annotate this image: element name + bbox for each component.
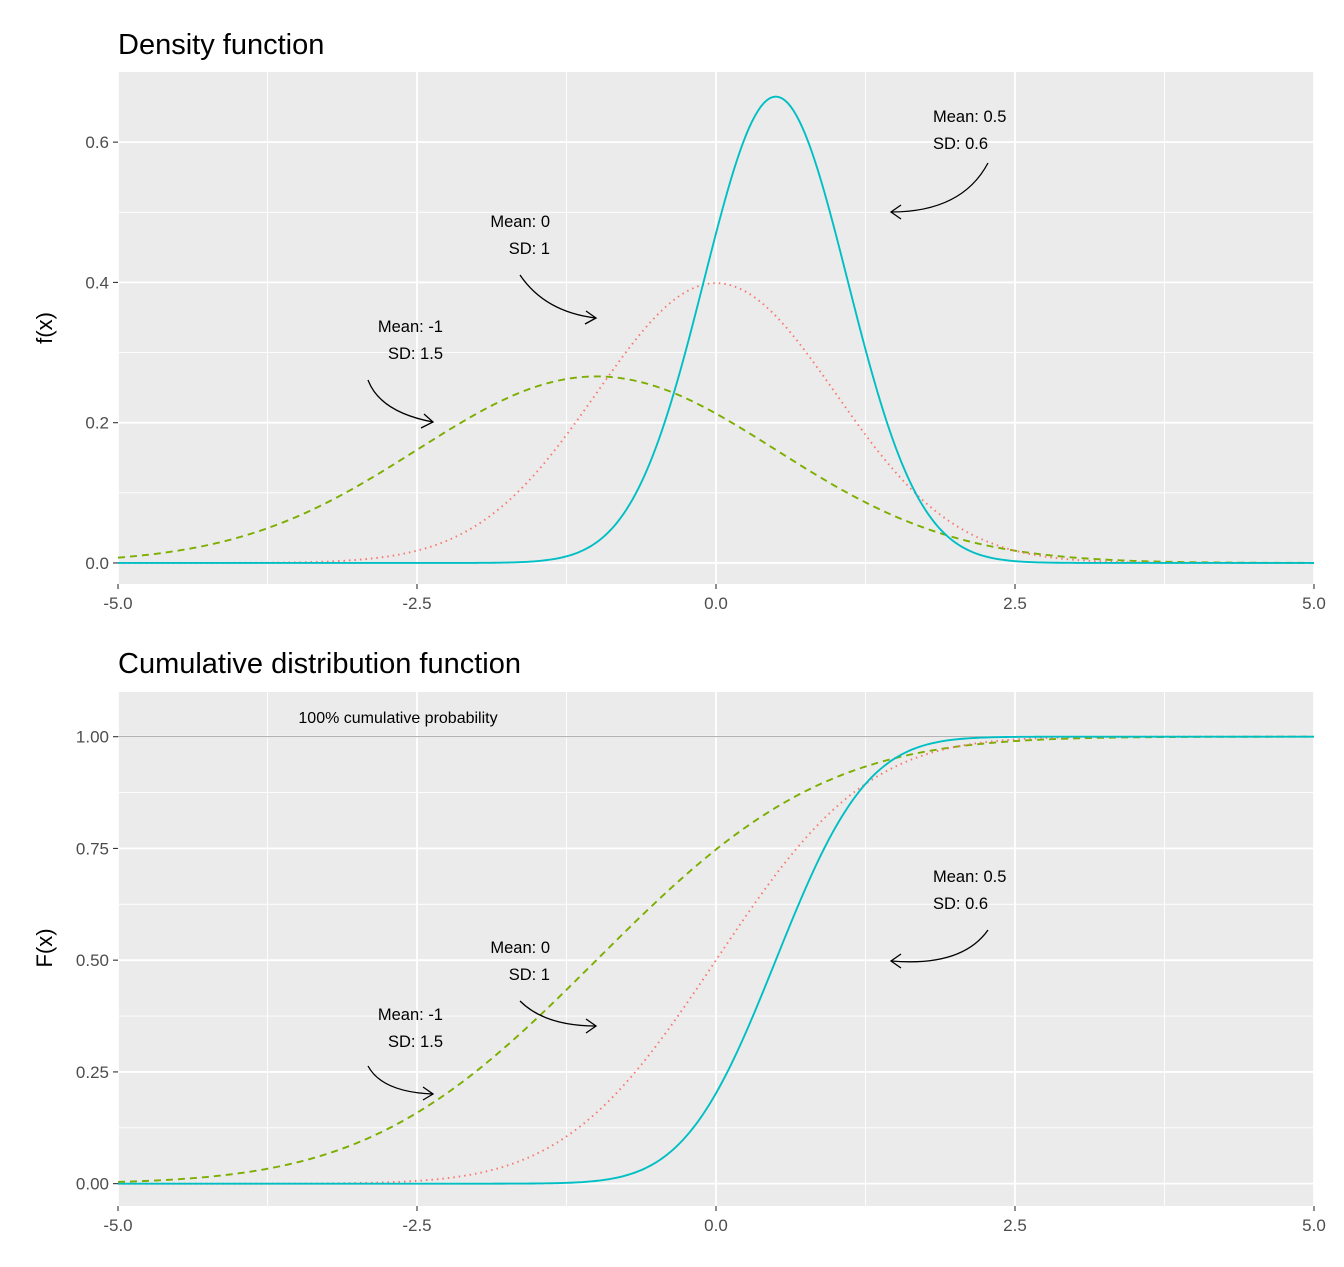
cdf-arrowhead-mean-05: [889, 953, 902, 969]
x-tick-label: -2.5: [402, 594, 431, 613]
cdf-reference-label: 100% cumulative probability: [298, 710, 497, 727]
y-tick-label: 0.4: [85, 273, 109, 292]
cdf-ann-mean-05-line2: SD: 0.6: [933, 895, 988, 913]
x-tick-label: -2.5: [402, 1216, 431, 1235]
density-arrow-mean-05: [890, 162, 989, 213]
x-tick-label: 2.5: [1003, 594, 1027, 613]
density-ann-mean-05-line1: Mean: 0.5: [933, 108, 1006, 126]
density-arrowhead-mean-05: [889, 204, 902, 220]
density-curves: [117, 95, 1315, 564]
cdf-arrow-mean-0: [519, 1000, 597, 1027]
density-annotation-arrows: [367, 162, 989, 429]
density-ann-mean-neg1-line2: SD: 1.5: [388, 345, 443, 363]
x-tick-label: 5.0: [1302, 1216, 1326, 1235]
y-tick-label: 0.00: [76, 1175, 109, 1194]
density-panel: Density function Mean: -1 SD: 1.5 Mean: …: [32, 29, 1326, 613]
cdf-x-ticks: -5.0 -2.5 0.0 2.5 5.0: [103, 1206, 1326, 1235]
density-ann-mean-05-line2: SD: 0.6: [933, 135, 988, 153]
density-annotations: Mean: -1 SD: 1.5 Mean: 0 SD: 1 Mean: 0.5…: [367, 108, 1006, 429]
density-curve-series-0: [117, 375, 1315, 564]
y-tick-label: 0.75: [76, 839, 109, 858]
cdf-curves: [117, 735, 1314, 1185]
x-tick-label: 5.0: [1302, 594, 1326, 613]
cdf-curve-series-2: [118, 735, 1314, 1185]
cdf-annotation-arrows: [367, 929, 989, 1101]
density-gridlines: [117, 72, 1315, 584]
density-ann-mean-0-line1: Mean: 0: [490, 213, 550, 231]
density-y-ticks: 0.0 0.2 0.4 0.6: [85, 133, 118, 573]
cdf-arrow-mean-neg1: [367, 1065, 434, 1095]
y-tick-label: 0.50: [76, 951, 109, 970]
density-title: Density function: [118, 29, 324, 61]
density-arrow-mean-neg1: [367, 379, 434, 423]
cdf-arrow-mean-05: [890, 929, 989, 963]
density-ann-mean-neg1-line1: Mean: -1: [378, 318, 443, 336]
density-y-axis-label: f(x): [32, 312, 57, 344]
x-tick-label: -5.0: [103, 594, 132, 613]
density-x-ticks: -5.0 -2.5 0.0 2.5 5.0: [103, 584, 1326, 613]
cdf-arrowhead-mean-neg1: [422, 1086, 435, 1101]
cdf-arrowhead-mean-0: [585, 1018, 598, 1034]
y-tick-label: 0.25: [76, 1063, 109, 1082]
cdf-panel: Cumulative distribution function 100% cu…: [32, 648, 1326, 1235]
cdf-title: Cumulative distribution function: [118, 648, 521, 680]
cdf-ann-mean-neg1-line1: Mean: -1: [378, 1006, 443, 1024]
cdf-ann-mean-05-line1: Mean: 0.5: [933, 868, 1006, 886]
cdf-y-axis-label: F(x): [32, 928, 57, 967]
cdf-ann-mean-0-line1: Mean: 0: [490, 939, 550, 957]
cdf-ann-mean-neg1-line2: SD: 1.5: [388, 1033, 443, 1051]
cdf-ann-mean-0-line2: SD: 1: [509, 966, 550, 984]
y-tick-label: 0.6: [85, 133, 109, 152]
x-tick-label: -5.0: [103, 1216, 132, 1235]
density-arrowhead-mean-neg1: [420, 413, 435, 429]
cdf-annotations: Mean: -1 SD: 1.5 Mean: 0 SD: 1 Mean: 0.5…: [367, 868, 1006, 1101]
x-tick-label: 0.0: [704, 1216, 728, 1235]
density-ann-mean-0-line2: SD: 1: [509, 240, 550, 258]
x-tick-label: 2.5: [1003, 1216, 1027, 1235]
y-tick-label: 0.2: [85, 414, 109, 433]
density-arrow-mean-0: [519, 274, 597, 319]
density-arrowhead-mean-0: [584, 310, 598, 325]
y-tick-label: 1.00: [76, 728, 109, 747]
density-curve-series-2: [118, 95, 1314, 564]
density-curve-series-1: [118, 282, 1314, 564]
x-tick-label: 0.0: [704, 594, 728, 613]
y-tick-label: 0.0: [85, 554, 109, 573]
cdf-y-ticks: 0.00 0.25 0.50 0.75 1.00: [76, 728, 118, 1194]
